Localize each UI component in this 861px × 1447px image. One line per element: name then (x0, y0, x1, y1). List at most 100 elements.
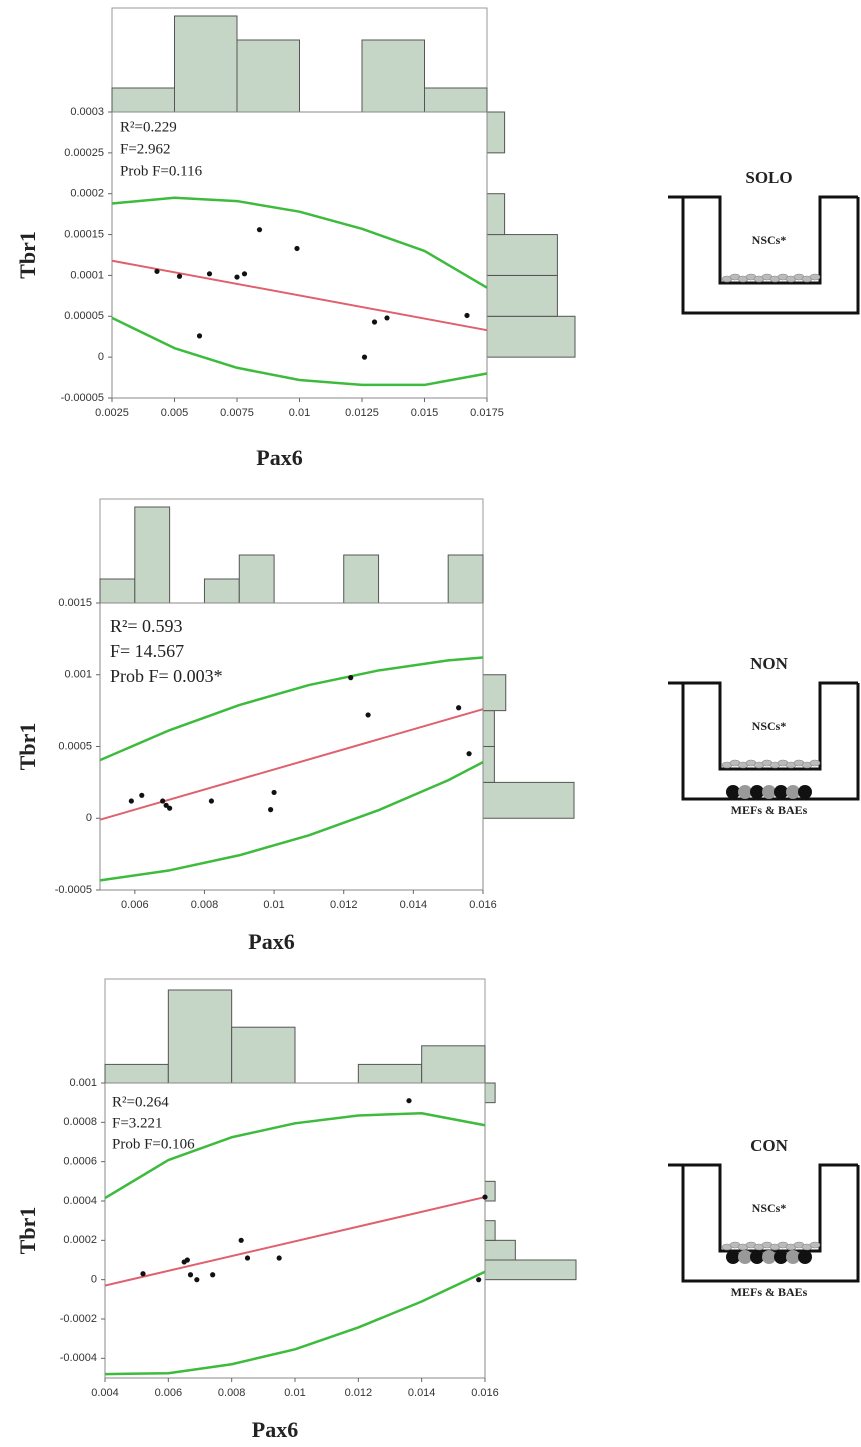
x-histogram-bar (203, 578, 240, 604)
data-point (371, 319, 378, 325)
stat-annotation: Prob F= 0.003* (110, 666, 223, 686)
feeder-cell (750, 1250, 764, 1264)
well-outline (681, 197, 860, 315)
y-axis-label: Tbr1 (15, 231, 40, 279)
x-histogram-bar (167, 989, 233, 1084)
x-histogram-bar (238, 554, 275, 604)
insert-outline (668, 681, 858, 771)
x-histogram-bar (134, 506, 171, 604)
x-tick-label: 0.015 (411, 407, 439, 419)
y-histogram-bar (486, 234, 558, 276)
y-tick-label: 0.00005 (64, 310, 104, 322)
scatter-panel: 0.0025 0.005 0.0075 0.01 0.0125 0.015 0.0175 -0… (15, 7, 576, 470)
culture-diagram: CON NSCs* MEFs & BAEs (668, 1136, 860, 1299)
data-point (476, 1277, 482, 1283)
y-tick-label: 0.0006 (63, 1156, 97, 1168)
data-point (184, 1257, 190, 1263)
y-tick-label: 0 (86, 812, 92, 824)
data-point (268, 807, 274, 813)
data-point (365, 712, 371, 718)
x-tick-label: 0.008 (191, 899, 219, 911)
feeder-cell (786, 1250, 800, 1264)
x-histogram-bar (421, 1045, 486, 1084)
x-tick-label: 0.012 (345, 1387, 373, 1399)
x-axis-label: Pax6 (256, 445, 302, 470)
data-point (256, 227, 263, 233)
insert-label: NSCs* (752, 233, 787, 247)
culture-diagram: SOLO NSCs* (668, 168, 860, 315)
insert-outline (668, 195, 858, 285)
stat-annotation: F=3.221 (112, 1115, 163, 1131)
x-histogram-bar (236, 39, 300, 113)
x-tick-label: 0.01 (284, 1387, 305, 1399)
feeder-cell (726, 1250, 740, 1264)
confidence-curve (99, 761, 484, 882)
data-point (271, 789, 277, 796)
y-tick-label: 0.00025 (64, 147, 104, 159)
y-tick-label: 0.001 (64, 669, 92, 681)
stat-annotation: Prob F=0.106 (112, 1136, 195, 1152)
stat-annotation: R²=0.264 (112, 1094, 169, 1110)
feeder-cell (798, 1250, 812, 1264)
data-point (140, 1271, 146, 1277)
feeder-cell (774, 785, 788, 799)
diagram-title: NON (750, 654, 789, 673)
x-tick-label: 0.01 (289, 407, 310, 419)
data-point (294, 245, 300, 252)
data-point (187, 1272, 194, 1278)
y-histogram-bar (486, 111, 506, 154)
x-tick-label: 0.006 (121, 899, 149, 911)
confidence-curve (111, 196, 488, 289)
data-point (234, 274, 240, 280)
well-outline (681, 1165, 860, 1283)
confidence-curve (104, 1112, 486, 1200)
data-point (348, 675, 354, 681)
y-tick-label: 0.0002 (70, 188, 104, 200)
data-point (154, 268, 160, 274)
feeder-cell (798, 785, 812, 799)
data-point (482, 1194, 488, 1200)
y-histogram-bar (484, 1259, 577, 1281)
x-tick-label: 0.008 (218, 1387, 246, 1399)
x-tick-label: 0.014 (408, 1387, 436, 1399)
x-histogram-bar (99, 578, 136, 604)
feeder-cell (774, 1250, 788, 1264)
data-point (361, 354, 368, 360)
x-histogram-bar (361, 39, 425, 113)
data-point (128, 798, 134, 804)
confidence-curve (99, 656, 484, 762)
x-tick-label: 0.005 (161, 407, 189, 419)
y-histogram-bar (482, 781, 575, 819)
y-tick-label: 0.0005 (58, 740, 92, 752)
data-point (466, 751, 472, 757)
feeder-cell (738, 1250, 752, 1264)
y-tick-label: 0.0015 (58, 597, 92, 609)
data-point (208, 798, 215, 804)
feeder-cell (738, 785, 752, 799)
data-point (276, 1255, 282, 1261)
x-histogram-bar (357, 1063, 423, 1084)
data-point (464, 312, 470, 319)
fit-line (104, 1196, 486, 1287)
data-point (210, 1272, 216, 1278)
stat-annotation: R²=0.229 (120, 119, 177, 135)
fit-line (99, 708, 484, 821)
x-tick-label: 0.012 (330, 899, 358, 911)
y-tick-label: -0.0004 (60, 1352, 97, 1364)
data-point (384, 315, 390, 321)
feeder-cell (726, 785, 740, 799)
y-tick-label: 0.0004 (63, 1195, 97, 1207)
fit-line (111, 259, 488, 332)
y-histogram-bar (484, 1220, 496, 1241)
x-histogram-bar (424, 87, 488, 113)
x-tick-label: 0.016 (471, 1387, 499, 1399)
data-point (163, 802, 169, 808)
bottom-label: MEFs & BAEs (731, 803, 808, 817)
x-histogram-bar (231, 1026, 296, 1084)
diagram-title: SOLO (745, 168, 792, 187)
x-axis-label: Pax6 (252, 1417, 298, 1442)
data-point (241, 271, 248, 277)
y-tick-label: 0.001 (69, 1077, 97, 1089)
culture-diagram: NON NSCs* MEFs & BAEs (668, 654, 860, 817)
y-tick-label: 0.0003 (70, 106, 104, 118)
